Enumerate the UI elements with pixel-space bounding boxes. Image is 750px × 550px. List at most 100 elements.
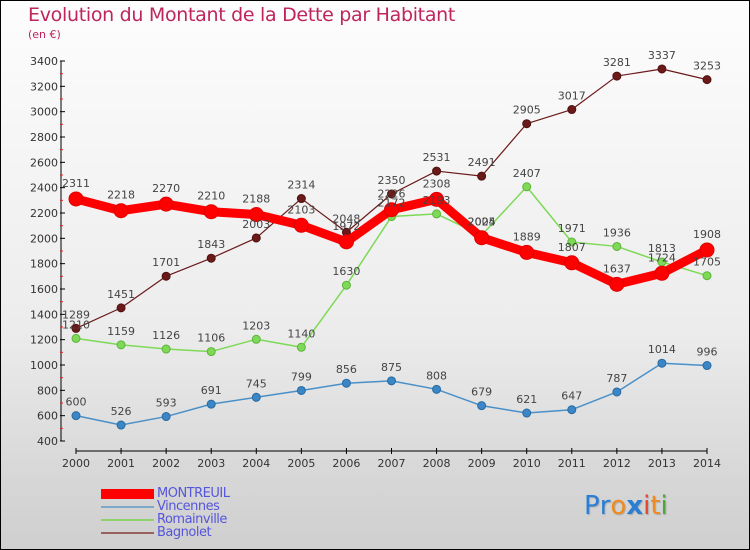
data-point-vincennes (567, 405, 577, 415)
legend-item-montreuil: MONTREUIL (101, 487, 230, 500)
x-tick-label: 2002 (152, 457, 180, 470)
data-point-vincennes (432, 384, 442, 394)
data-label-vincennes: 996 (697, 346, 718, 359)
data-label-vincennes: 1014 (648, 343, 676, 356)
data-label-montreuil: 1972 (332, 220, 360, 233)
proxiti-logo: Proxiti (584, 491, 668, 521)
x-tick-label: 2001 (107, 457, 135, 470)
data-label-montreuil: 1908 (693, 228, 721, 241)
y-tick-label: 2800 (30, 131, 58, 144)
legend-item-romainville: Romainville (101, 513, 229, 526)
y-tick-label: 2600 (30, 156, 58, 169)
data-label-bagnolet: 1843 (197, 238, 225, 251)
data-point-romainville (702, 271, 712, 281)
data-point-vincennes (477, 401, 487, 411)
data-point-montreuil (113, 203, 129, 219)
data-label-vincennes: 647 (561, 390, 582, 403)
data-point-montreuil (474, 230, 490, 246)
data-label-romainville: 2193 (423, 194, 451, 207)
data-label-bagnolet: 2531 (423, 151, 451, 164)
data-point-vincennes (116, 420, 126, 430)
data-point-montreuil (564, 255, 580, 271)
logo-letter: P (584, 491, 600, 521)
x-tick-label: 2000 (62, 457, 90, 470)
legend-label-vincennes: Vincennes (157, 499, 220, 514)
y-tick-label: 2200 (30, 207, 58, 220)
data-label-bagnolet: 2003 (242, 218, 270, 231)
data-point-bagnolet (702, 75, 712, 85)
data-label-vincennes: 745 (246, 377, 267, 390)
legend-swatch-montreuil (101, 488, 154, 499)
data-label-bagnolet: 2048 (332, 212, 360, 225)
data-point-montreuil (293, 217, 309, 233)
data-label-vincennes: 691 (201, 384, 222, 397)
x-tick-label: 2013 (648, 457, 676, 470)
data-label-romainville: 1106 (197, 332, 225, 345)
data-point-bagnolet (567, 105, 577, 115)
series-layer (68, 64, 715, 430)
chart-subtitle: (en €) (28, 28, 61, 41)
data-label-bagnolet: 2314 (287, 179, 315, 192)
logo-letter: o (610, 491, 627, 521)
legend: MONTREUIL Vincennes Romainville Bagnolet (101, 487, 230, 539)
data-point-vincennes (341, 378, 351, 388)
data-label-montreuil: 1889 (513, 230, 541, 243)
data-point-bagnolet (251, 233, 261, 243)
data-point-bagnolet (522, 119, 532, 129)
data-point-vincennes (522, 408, 532, 418)
data-point-vincennes (657, 358, 667, 368)
data-label-vincennes: 875 (381, 361, 402, 374)
y-tick-label: 2000 (30, 232, 58, 245)
data-label-vincennes: 526 (111, 405, 132, 418)
data-point-vincennes (161, 412, 171, 422)
data-label-romainville: 2407 (513, 167, 541, 180)
x-tick-label: 2010 (513, 457, 541, 470)
x-tick-label: 2004 (242, 457, 270, 470)
data-point-montreuil (68, 191, 84, 207)
x-tick-label: 2005 (287, 457, 315, 470)
data-point-bagnolet (71, 323, 81, 333)
data-point-montreuil (429, 191, 445, 207)
data-label-vincennes: 593 (156, 397, 177, 410)
data-point-montreuil (609, 276, 625, 292)
data-label-romainville: 1936 (603, 226, 631, 239)
x-tick-label: 2003 (197, 457, 225, 470)
legend-label-bagnolet: Bagnolet (157, 525, 212, 540)
legend-label-romainville: Romainville (157, 512, 227, 527)
data-label-montreuil: 2210 (197, 190, 225, 203)
data-label-romainville: 1159 (107, 325, 135, 338)
data-point-romainville (116, 340, 126, 350)
data-point-romainville (567, 237, 577, 247)
data-label-montreuil: 2218 (107, 189, 135, 202)
data-label-montreuil: 2103 (287, 203, 315, 216)
data-label-montreuil: 1724 (648, 251, 676, 264)
data-point-romainville (612, 241, 622, 251)
data-point-vincennes (251, 392, 261, 402)
data-label-vincennes: 856 (336, 363, 357, 376)
data-point-montreuil (519, 244, 535, 260)
data-point-montreuil (384, 202, 399, 218)
data-label-montreuil: 2226 (378, 188, 406, 201)
data-label-bagnolet: 1701 (152, 256, 180, 269)
data-point-bagnolet (657, 64, 667, 74)
logo-letter: t (650, 491, 661, 521)
data-point-vincennes (702, 361, 712, 371)
data-label-vincennes: 679 (471, 386, 492, 399)
legend-swatch-vincennes (101, 505, 154, 508)
data-point-bagnolet (296, 194, 306, 204)
data-label-montreuil: 2311 (62, 177, 90, 190)
x-tick-label: 2006 (332, 457, 360, 470)
data-point-bagnolet (206, 253, 216, 263)
data-label-romainville: 1971 (558, 222, 586, 235)
x-tick-label: 2014 (693, 457, 721, 470)
data-point-romainville (161, 344, 171, 354)
y-tick-label: 3200 (30, 80, 58, 93)
legend-item-bagnolet: Bagnolet (101, 526, 229, 539)
y-tick-label: 1200 (30, 334, 58, 347)
data-point-bagnolet (432, 166, 442, 176)
logo-letter: i (643, 491, 651, 521)
data-label-bagnolet: 1451 (107, 288, 135, 301)
data-label-vincennes: 799 (291, 370, 312, 383)
data-label-bagnolet: 3337 (648, 49, 676, 62)
